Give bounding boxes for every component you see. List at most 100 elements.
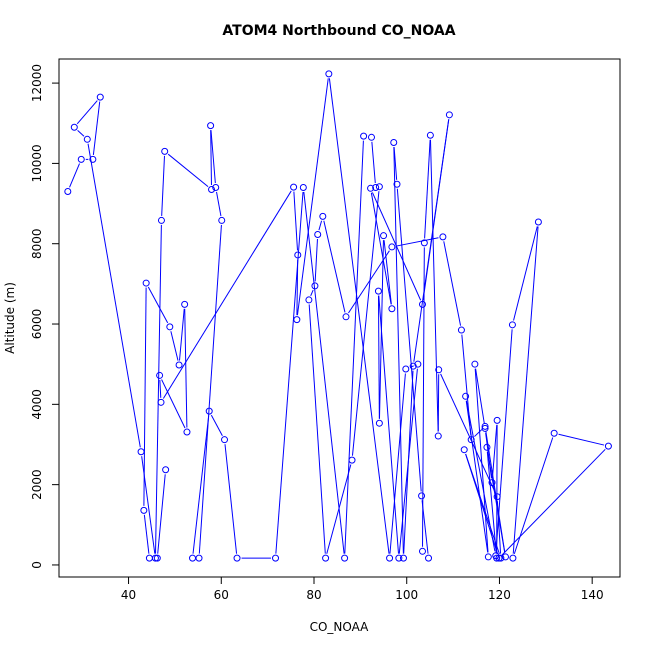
data-point (156, 371, 164, 379)
series-segment (224, 444, 238, 554)
series-segment (389, 373, 406, 554)
data-point (434, 432, 442, 440)
x-axis-label: CO_NOAA (310, 620, 370, 634)
data-point (83, 135, 91, 143)
data-point (409, 362, 417, 370)
y-tick-label: 6000 (30, 309, 44, 340)
data-point (161, 147, 169, 155)
y-axis-label: Altitude (m) (3, 282, 17, 354)
data-point (418, 492, 426, 500)
series-segment (474, 429, 483, 437)
series-segment (147, 286, 169, 324)
series-segment (429, 139, 439, 432)
data-point (348, 456, 356, 464)
series-segment (210, 414, 223, 436)
data-point (142, 279, 150, 287)
y-axis: 0 2000 4000 6000 8000 10000 12000 (30, 64, 60, 569)
x-tick-label: 140 (581, 588, 604, 602)
data-point (272, 554, 280, 562)
series-segment (293, 191, 298, 251)
data-point (488, 479, 496, 487)
data-point (484, 553, 492, 561)
data-point (418, 300, 426, 308)
series-segment (475, 368, 485, 425)
data-point (311, 282, 319, 290)
series-segment (371, 192, 422, 301)
series-segment (421, 500, 429, 554)
data-point (388, 305, 396, 313)
series-segment (513, 226, 538, 321)
data-point (341, 554, 349, 562)
series-segment (76, 100, 98, 125)
data-point (189, 554, 197, 562)
series-segment (377, 295, 380, 419)
data-point (497, 554, 505, 562)
data-point (493, 493, 501, 501)
data-point (319, 212, 327, 220)
data-point (325, 70, 333, 78)
series-segment (422, 119, 450, 300)
data-point (293, 316, 301, 324)
series-segment (422, 247, 425, 547)
data-point (96, 93, 104, 101)
series-segment (513, 437, 554, 555)
data-point (157, 216, 165, 224)
series-segment (143, 287, 147, 506)
data-point (375, 419, 383, 427)
data-point (501, 553, 509, 561)
series-segment (474, 368, 489, 553)
data-point (290, 183, 298, 191)
series-segment (393, 146, 398, 180)
data-point (322, 554, 330, 562)
series-segment (157, 474, 166, 554)
series-segment (318, 220, 323, 231)
data-point (402, 365, 410, 373)
x-axis: 40 60 80 100 120 140 (121, 576, 604, 602)
series-segment (491, 424, 498, 479)
data-point (426, 131, 434, 139)
data-point (550, 429, 558, 437)
data-point (314, 230, 322, 238)
series-segment (396, 188, 422, 492)
series-segment (424, 139, 431, 239)
series-segment (485, 432, 492, 479)
series-segment (314, 238, 318, 282)
y-tick-label: 10000 (30, 144, 44, 182)
data-point (153, 554, 161, 562)
data-point (181, 300, 189, 308)
data-point (183, 428, 191, 436)
series-segment (143, 514, 150, 554)
data-point (375, 183, 383, 191)
data-point (175, 361, 183, 369)
data-point (294, 251, 302, 259)
data-point (89, 155, 97, 163)
plot-area (58, 58, 621, 578)
data-point (467, 436, 475, 444)
series-segment (344, 140, 364, 554)
data-point (462, 392, 470, 400)
x-tick-label: 120 (488, 588, 511, 602)
data-point (367, 133, 375, 141)
series-segment (303, 191, 345, 554)
data-point (367, 184, 375, 192)
data-point (70, 123, 78, 131)
series-segment (440, 373, 496, 493)
series-segment (501, 448, 606, 556)
y-tick-label: 12000 (30, 64, 44, 102)
chart-title: ATOM4 Northbound CO_NOAA (222, 23, 455, 39)
data-point (380, 232, 388, 240)
data-point (604, 442, 612, 450)
data-point (305, 296, 313, 304)
series-segment (308, 304, 326, 554)
series-segment (558, 433, 605, 446)
series-segment (178, 308, 185, 361)
data-point (145, 554, 153, 562)
series (64, 70, 612, 562)
data-point (508, 321, 516, 329)
series-segment (162, 190, 292, 399)
data-point (460, 446, 468, 454)
data-point (205, 407, 213, 415)
data-point (395, 554, 403, 562)
series-segment (170, 331, 179, 361)
series-segment (393, 147, 404, 554)
